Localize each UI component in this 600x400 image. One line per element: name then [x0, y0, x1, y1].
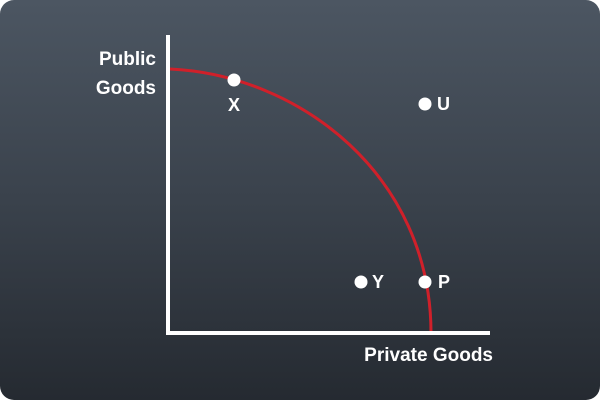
- point-u-marker: [418, 97, 432, 111]
- point-x-marker: [227, 73, 241, 87]
- x-axis-label: Private Goods: [364, 345, 493, 366]
- point-p-marker: [418, 275, 432, 289]
- point-x-label: X: [228, 95, 240, 115]
- point-p-label: P: [438, 272, 450, 292]
- y-axis-label-line1: Public: [99, 49, 156, 70]
- point-y-marker: [354, 275, 368, 289]
- y-axis-label-line2: Goods: [96, 78, 156, 99]
- point-u-label: U: [437, 94, 450, 114]
- point-y-label: Y: [372, 272, 384, 292]
- ppf-curve: [169, 67, 433, 334]
